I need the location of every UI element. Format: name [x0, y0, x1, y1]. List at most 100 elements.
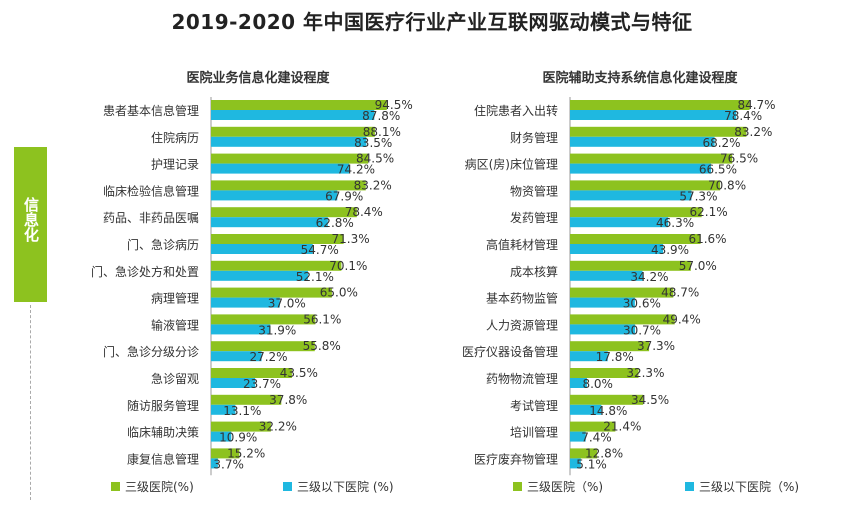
chart1-bar-green-5: [211, 234, 344, 244]
chart1-category-label-4: 药品、非药品医嘱: [103, 211, 199, 225]
chart2-category-label-12: 培训管理: [510, 425, 558, 440]
chart2-value-label-cyan-12: 7.4%: [581, 431, 612, 445]
chart2-value-label-cyan-6: 34.2%: [630, 270, 668, 284]
chart2-value-label-green-13: 12.8%: [585, 446, 623, 460]
chart1-bar-cyan-5: [211, 244, 313, 254]
chart1-value-label-green-1: 88.1%: [363, 125, 401, 139]
chart2-bar-cyan-4: [570, 217, 669, 228]
chart2-bar-cyan-10: [570, 378, 587, 388]
chart2-value-label-cyan-5: 43.9%: [651, 243, 689, 257]
chart2-bar-green-13: [570, 448, 598, 459]
chart1-value-label-cyan-5: 54.7%: [301, 243, 339, 257]
chart1-value-label-green-5: 71.3%: [331, 232, 369, 246]
chart2-bar-cyan-3: [570, 190, 692, 201]
chart1-value-label-green-4: 78.4%: [345, 205, 383, 219]
chart1-value-label-green-9: 55.8%: [303, 339, 341, 353]
chart1-value-label-green-2: 84.5%: [356, 152, 394, 166]
chart2-legend-swatch-cyan: [685, 482, 694, 491]
chart1-bar-cyan-8: [211, 324, 271, 335]
chart1-value-label-cyan-0: 87.8%: [362, 109, 400, 123]
side-category-label: 信息化: [22, 197, 40, 242]
chart1-category-label-3: 临床检验信息管理: [103, 183, 199, 198]
chart2-category-label-2: 病区(房)床位管理: [465, 157, 558, 172]
chart2-value-label-green-10: 32.3%: [626, 366, 664, 380]
chart1-bar-green-0: [211, 100, 387, 110]
chart1-bar-cyan-2: [211, 163, 350, 174]
chart1-value-label-green-0: 94.5%: [375, 98, 413, 112]
chart2-category-label-8: 人力资源管理: [486, 317, 558, 332]
chart2-value-label-green-2: 76.5%: [720, 152, 758, 166]
chart1-bar-cyan-7: [211, 297, 280, 308]
chart2-category-label-6: 成本核算: [510, 264, 558, 279]
chart2-bar-cyan-7: [570, 297, 635, 308]
chart2-bar-green-8: [570, 314, 675, 325]
chart1-category-label-8: 输液管理: [151, 317, 199, 332]
chart2-value-label-green-12: 21.4%: [603, 420, 641, 434]
chart1-value-label-cyan-8: 31.9%: [258, 323, 296, 337]
chart1-value-label-green-3: 83.2%: [354, 178, 392, 192]
chart2-value-label-green-6: 57.0%: [679, 259, 717, 273]
chart1-category-label-6: 门、急诊处方和处置: [91, 264, 199, 279]
chart2-value-label-green-3: 70.8%: [708, 178, 746, 192]
chart1-title: 医院业务信息化建设程度: [186, 70, 330, 86]
chart1-bar-cyan-4: [211, 217, 328, 228]
chart1-value-label-cyan-10: 23.7%: [243, 377, 281, 391]
chart1-bar-cyan-13: [211, 458, 218, 469]
chart1-value-label-green-7: 65.0%: [320, 286, 358, 300]
chart1-bar-green-12: [211, 421, 271, 432]
chart1-category-label-11: 随访服务管理: [127, 398, 199, 413]
chart1-value-label-cyan-12: 10.9%: [219, 431, 257, 445]
chart2-bar-cyan-1: [570, 136, 715, 147]
chart1-bar-green-8: [211, 314, 316, 325]
chart2-bar-cyan-9: [570, 351, 608, 362]
chart1-value-label-cyan-2: 74.2%: [337, 163, 375, 177]
chart1-bar-green-7: [211, 287, 332, 298]
chart1-category-label-5: 门、急诊病历: [127, 237, 199, 252]
chart1-value-label-cyan-4: 62.8%: [316, 216, 354, 230]
chart1-bar-cyan-0: [211, 110, 375, 120]
chart2-bar-green-0: [570, 100, 750, 110]
chart2-value-label-cyan-8: 30.7%: [623, 323, 661, 337]
chart1-bar-cyan-6: [211, 270, 308, 281]
chart2-bar-green-12: [570, 421, 616, 432]
chart2-bar-green-2: [570, 153, 733, 164]
chart2-bar-cyan-8: [570, 324, 636, 335]
chart2-bar-cyan-5: [570, 244, 664, 254]
chart1-legend-label-green: 三级医院(%): [125, 480, 194, 494]
chart1-value-label-green-11: 37.8%: [269, 393, 307, 407]
chart2-bar-green-6: [570, 260, 691, 271]
chart2-bar-cyan-0: [570, 110, 737, 120]
chart1-bar-cyan-1: [211, 136, 367, 147]
chart1-category-label-10: 急诊留观: [151, 371, 199, 386]
chart2-bar-green-9: [570, 341, 650, 352]
chart2-value-label-green-5: 61.6%: [688, 232, 726, 246]
chart2-category-label-5: 高值耗材管理: [486, 237, 558, 252]
chart1-bar-cyan-12: [211, 431, 232, 442]
chart1-value-label-cyan-7: 37.0%: [268, 297, 306, 311]
chart2-value-label-cyan-4: 46.3%: [656, 216, 694, 230]
chart1-category-label-13: 康复信息管理: [127, 451, 199, 466]
dashed-divider: [30, 305, 31, 500]
chart1-value-label-cyan-6: 52.1%: [296, 270, 334, 284]
chart2-category-label-0: 住院患者入出转: [474, 103, 558, 118]
chart1-category-label-2: 护理记录: [151, 158, 199, 172]
chart1-bar-green-10: [211, 368, 292, 378]
chart2-bar-green-10: [570, 368, 639, 378]
chart1-category-label-7: 病理管理: [151, 291, 199, 306]
chart2-legend-label-green: 三级医院（%): [527, 480, 603, 494]
chart1-value-label-cyan-11: 13.1%: [223, 404, 261, 418]
chart2-legend-swatch-green: [513, 482, 522, 491]
chart1-bar-cyan-11: [211, 404, 236, 415]
chart1-category-label-0: 患者基本信息管理: [103, 103, 199, 118]
side-category-tab: 信息化: [14, 147, 47, 302]
chart1-bar-green-13: [211, 448, 240, 459]
chart1-value-label-green-8: 56.1%: [303, 312, 341, 326]
chart2-bar-cyan-11: [570, 404, 602, 415]
chart1-bar-green-11: [211, 394, 282, 405]
chart1-value-label-green-12: 32.2%: [259, 420, 297, 434]
chart2-value-label-cyan-0: 78.4%: [724, 109, 762, 123]
chart2-value-label-cyan-3: 57.3%: [679, 189, 717, 203]
chart2-category-label-9: 医疗仪器设备管理: [462, 344, 558, 359]
chart2-bar-cyan-13: [570, 458, 581, 469]
